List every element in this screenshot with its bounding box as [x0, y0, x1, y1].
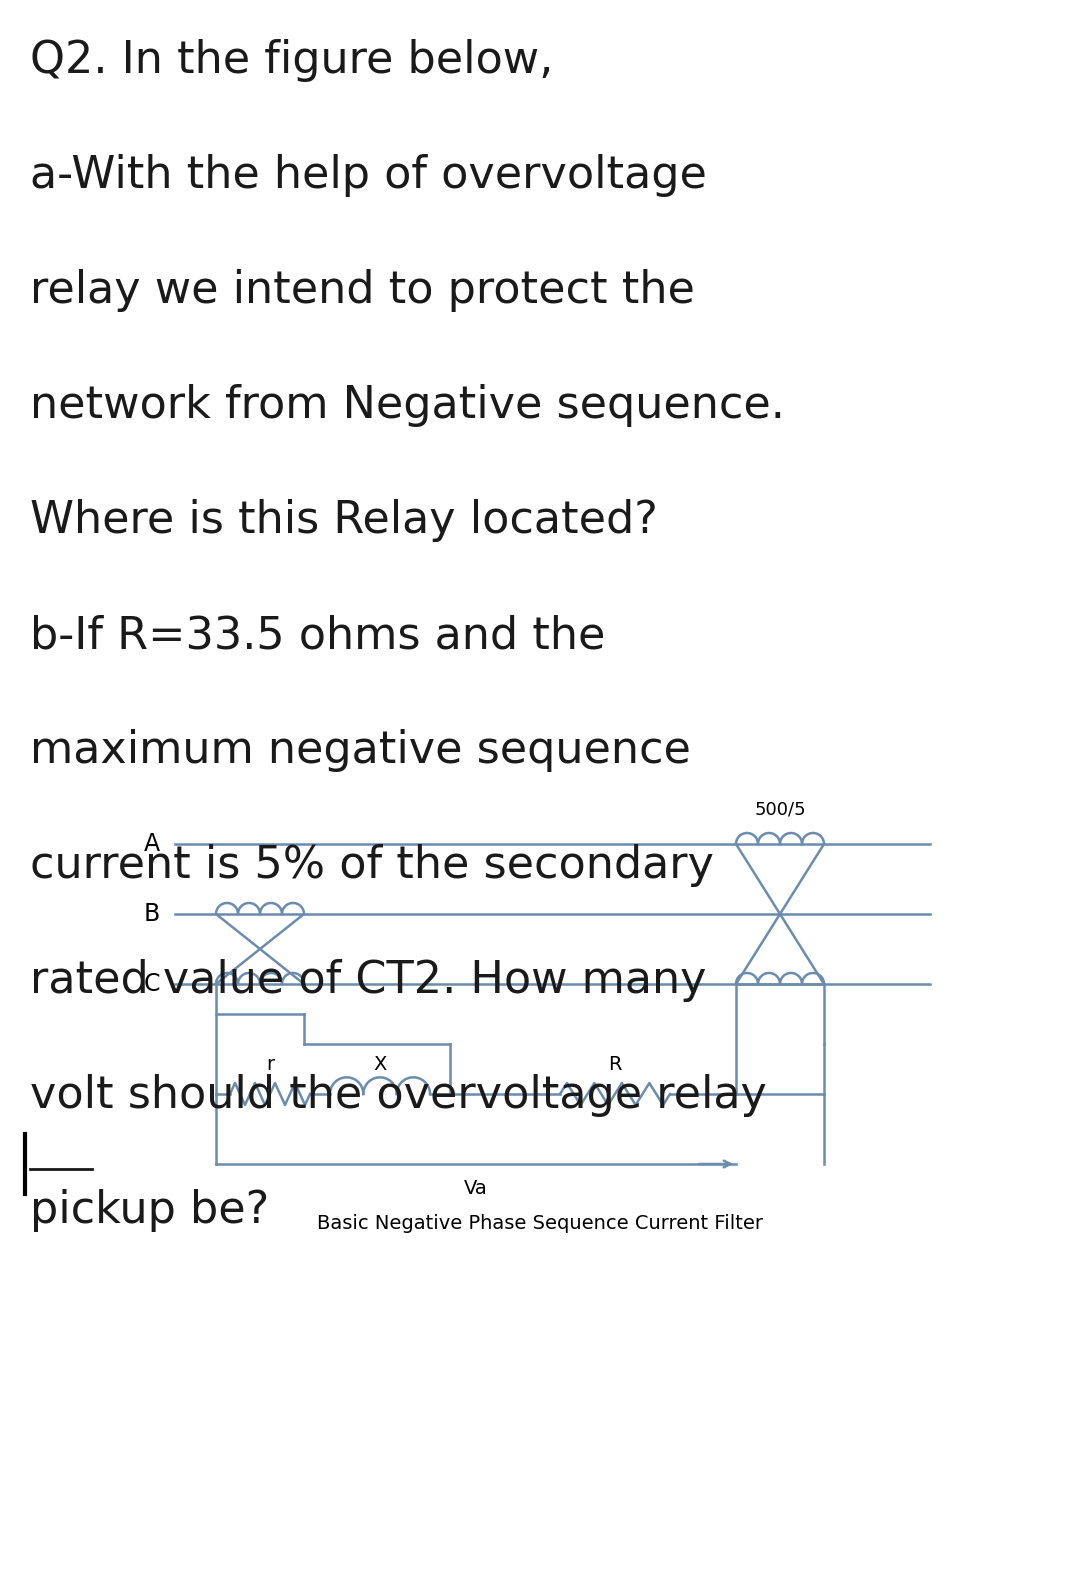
Text: pickup be?: pickup be?: [30, 1190, 269, 1232]
Text: C: C: [144, 973, 160, 996]
Text: b-If R=33.5 ohms and the: b-If R=33.5 ohms and the: [30, 615, 606, 657]
Text: B: B: [144, 901, 160, 927]
Text: 500/5: 500/5: [754, 800, 806, 817]
Text: R: R: [608, 1055, 622, 1074]
Text: current is 5% of the secondary: current is 5% of the secondary: [30, 844, 714, 887]
Text: maximum negative sequence: maximum negative sequence: [30, 729, 691, 771]
Text: a-With the help of overvoltage: a-With the help of overvoltage: [30, 154, 707, 196]
Text: A: A: [144, 832, 160, 855]
Text: rated value of CT2. How many: rated value of CT2. How many: [30, 958, 706, 1003]
Text: X: X: [374, 1055, 387, 1074]
Text: volt should the overvoltage relay: volt should the overvoltage relay: [30, 1074, 767, 1117]
Text: Va: Va: [464, 1178, 488, 1198]
Text: Q2. In the figure below,: Q2. In the figure below,: [30, 40, 553, 82]
Text: r: r: [266, 1055, 274, 1074]
Text: Where is this Relay located?: Where is this Relay located?: [30, 499, 658, 542]
Text: Basic Negative Phase Sequence Current Filter: Basic Negative Phase Sequence Current Fi…: [318, 1213, 762, 1232]
Text: relay we intend to protect the: relay we intend to protect the: [30, 269, 694, 312]
Text: network from Negative sequence.: network from Negative sequence.: [30, 383, 785, 428]
